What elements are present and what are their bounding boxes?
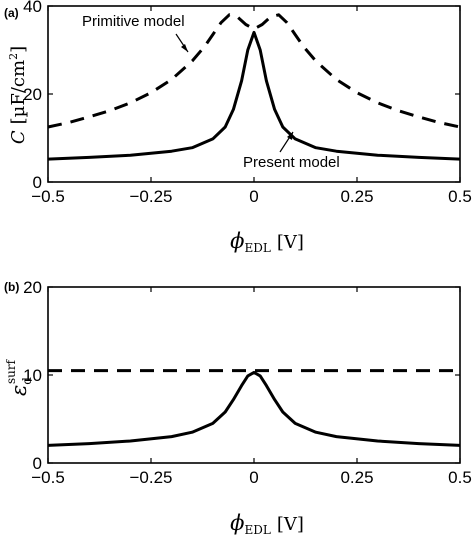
annotation-primitive-model: Primitive model: [82, 13, 185, 30]
annotation-present-model: Present model: [243, 154, 340, 171]
panel-a-xtick-label-1: −0.25: [129, 187, 172, 206]
panel-b-series-solid-line: [47, 370, 461, 447]
panel-a-xlabel: ϕEDL [V]: [230, 229, 304, 255]
panel-a-xtick-label-2: 0: [249, 187, 258, 206]
arrowhead-present-model: [287, 132, 293, 140]
panel-b-xtick-label-4: 0.5: [448, 468, 472, 487]
panel-a-xtick-label-3: 0.25: [340, 187, 373, 206]
panel-a-ytick-label-1: 20: [23, 85, 42, 104]
panel-a-series-dashed-line: [47, 13, 461, 129]
panel-a-ylabel: C[µF/cm2]: [7, 46, 29, 144]
panel-b-ytick-label-2: 20: [23, 278, 42, 297]
panel-a-series-solid-line: [47, 30, 461, 161]
panel-b-ytick-label-1: 10: [23, 366, 42, 385]
panel-a: (a) −0.5 −0.25 0 0.25 0.5 0 20 40 Primitive mod…: [4, 0, 472, 255]
panel-a-ytick-label-0: 0: [33, 173, 42, 192]
panel-b-xtick-label-2: 0: [249, 468, 258, 487]
panel-b-label: (b): [4, 280, 19, 294]
panel-a-xtick-label-4: 0.5: [448, 187, 472, 206]
panel-b-ylabel: εdsurf: [4, 358, 34, 396]
panel-b-ytick-label-0: 0: [33, 454, 42, 473]
panel-b-ticks: −0.5 −0.25 0 0.25 0.5 0 10 20: [23, 278, 472, 487]
panel-a-series: [47, 13, 461, 161]
panel-b-xtick-label-3: 0.25: [340, 468, 373, 487]
panel-b-axes-box: [47, 286, 461, 464]
arrowhead-primitive-model: [181, 44, 188, 52]
panel-b-series: [47, 369, 461, 447]
panel-b-xtick-label-0: −0.5: [31, 468, 65, 487]
panel-a-xtick-label-0: −0.5: [31, 187, 65, 206]
panel-a-label: (a): [4, 6, 19, 20]
panel-a-ticks: −0.5 −0.25 0 0.25 0.5 0 20 40: [23, 0, 472, 206]
panel-b-xtick-label-1: −0.25: [129, 468, 172, 487]
panel-a-ytick-label-2: 40: [23, 0, 42, 16]
panel-b-xlabel: ϕEDL [V]: [230, 511, 304, 537]
panel-b: (b) −0.5 −0.25 0 0.25 0.5 0 10 20 εdsurf ϕEDL [V…: [4, 278, 472, 537]
